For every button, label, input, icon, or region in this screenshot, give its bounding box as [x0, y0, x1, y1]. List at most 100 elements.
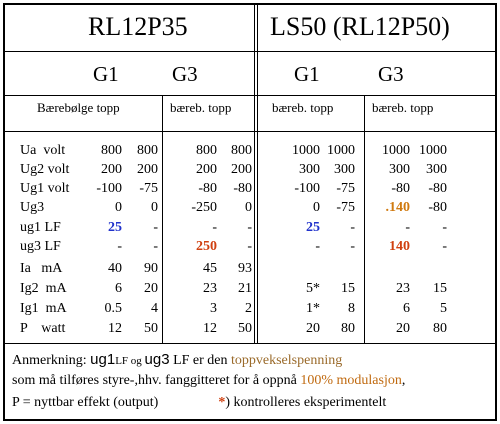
cell-ug2-col7: 300: [389, 162, 410, 177]
grid-label-left-g3: G3: [172, 62, 198, 86]
cell-ug1-lf-col3: -: [212, 220, 217, 235]
note-prefix: Anmerkning:: [12, 353, 91, 368]
note-line-2: som må tilføres styre-,hhv. fanggitteret…: [12, 374, 405, 388]
note-line-3: P = nyttbar effekt (output) *) kontroller…: [12, 396, 386, 410]
cell-ug1-col5: -100: [294, 181, 320, 196]
row-label-ig1: Ig1 mA: [20, 301, 67, 316]
cell-ug3-lf-col7: 140: [389, 239, 410, 254]
note-ug3: ug3: [144, 351, 170, 368]
cell-p-col8: 80: [433, 321, 447, 336]
cell-ig2-col7: 23: [396, 281, 410, 296]
note-line-1: Anmerkning: ug1LF og ug3 LF er den toppv…: [12, 352, 342, 368]
rule-under-subheaders: [3, 131, 497, 132]
cell-ua-col7: 1000: [382, 143, 410, 158]
cell-ug2-col2: 200: [137, 162, 158, 177]
note-asterisk: *: [218, 395, 226, 410]
cell-ug1-col7: -80: [391, 181, 410, 196]
cell-ua-col8: 1000: [419, 143, 447, 158]
cell-p-col5: 20: [306, 321, 320, 336]
row-label-ug3-lf: ug3 LF: [20, 239, 61, 254]
left-subdivider: [162, 95, 163, 343]
cell-ig2-col6: 15: [341, 281, 355, 296]
cell-ug3-col3: -250: [191, 200, 217, 215]
cell-ug3-lf-col1: -: [117, 239, 122, 254]
cell-ug2-col3: 200: [196, 162, 217, 177]
cell-ig1-col5: 1*: [306, 301, 320, 316]
note-modulation: 100% modulasjon: [300, 373, 402, 388]
cell-p-col6: 80: [341, 321, 355, 336]
cell-ug3-lf-col3: 250: [196, 239, 217, 254]
cell-ug1-lf-col4: -: [247, 220, 252, 235]
grid-label-right-g1: G1: [294, 62, 320, 86]
subheader-left-g3: bæreb. topp: [170, 100, 232, 115]
cell-ug3-lf-col6: -: [350, 239, 355, 254]
center-double-rule-a: [254, 3, 255, 343]
cell-ug1-col1: -100: [96, 181, 122, 196]
cell-ia-col4: 93: [238, 261, 252, 276]
cell-ug3-lf-col8: -: [442, 239, 447, 254]
cell-ug1-col6: -75: [336, 181, 355, 196]
grid-label-right-g3: G3: [378, 62, 404, 86]
cell-ig1-col3: 3: [210, 301, 217, 316]
subheader-left-g1: Bærebølge topp: [37, 100, 120, 115]
row-label-ug1-lf: ug1 LF: [20, 220, 61, 235]
cell-ua-col6: 1000: [327, 143, 355, 158]
subheader-right-g1: bæreb. topp: [272, 100, 334, 115]
cell-ig2-col5: 5*: [306, 281, 320, 296]
cell-ig2-col3: 23: [203, 281, 217, 296]
subheader-right-g3: bæreb. topp: [372, 100, 434, 115]
row-label-ia: Ia mA: [20, 261, 63, 276]
cell-ug2-col8: 300: [426, 162, 447, 177]
title-right: LS50 (RL12P50): [270, 12, 450, 41]
cell-ug3-col5: 0: [313, 200, 320, 215]
grid-label-left-g1: G1: [93, 62, 119, 86]
cell-ig1-col1: 0.5: [104, 301, 123, 316]
cell-ua-col2: 800: [137, 143, 158, 158]
cell-p-col4: 50: [238, 321, 252, 336]
note-power-def: P = nyttbar effekt (output): [12, 395, 159, 410]
cell-ug1-lf-col1: 25: [108, 220, 122, 235]
table-frame: [3, 3, 497, 421]
note-ug1: ug1: [90, 351, 116, 368]
cell-ug3-col4: 0: [245, 200, 252, 215]
cell-ia-col2: 90: [144, 261, 158, 276]
cell-ug1-col3: -80: [198, 181, 217, 196]
row-label-ug1: Ug1 volt: [20, 181, 70, 196]
cell-ug1-lf-col8: -: [442, 220, 447, 235]
cell-ug1-col8: -80: [428, 181, 447, 196]
cell-ug3-col2: 0: [151, 200, 158, 215]
cell-ug1-lf-col7: -: [405, 220, 410, 235]
cell-ug2-col1: 200: [101, 162, 122, 177]
cell-ug1-lf-col5: 25: [306, 220, 320, 235]
note-toppvekselspenning: toppvekselspenning: [231, 353, 343, 368]
cell-ua-col5: 1000: [292, 143, 320, 158]
note-lf-er-den: LF er den: [169, 353, 231, 368]
rule-under-grids: [3, 95, 497, 96]
cell-ig2-col8: 15: [433, 281, 447, 296]
cell-p-col1: 12: [108, 321, 122, 336]
row-label-ig2: Ig2 mA: [20, 281, 67, 296]
row-label-ug2: Ug2 volt: [20, 162, 70, 177]
cell-ug2-col6: 300: [334, 162, 355, 177]
cell-ug1-col4: -80: [233, 181, 252, 196]
cell-ig2-col2: 20: [144, 281, 158, 296]
cell-p-col3: 12: [203, 321, 217, 336]
cell-ug1-lf-col6: -: [350, 220, 355, 235]
cell-ug2-col5: 300: [299, 162, 320, 177]
cell-ug3-lf-col2: -: [153, 239, 158, 254]
cell-ua-col4: 800: [231, 143, 252, 158]
cell-ug3-col6: -75: [336, 200, 355, 215]
cell-ig1-col8: 5: [440, 301, 447, 316]
note-comma: ,: [401, 373, 406, 388]
cell-ua-col3: 800: [196, 143, 217, 158]
row-label-ua: Ua volt: [20, 143, 66, 158]
cell-ug3-lf-col5: -: [315, 239, 320, 254]
cell-ug3-lf-col4: -: [247, 239, 252, 254]
cell-ug1-col2: -75: [139, 181, 158, 196]
row-label-ug3: Ug3: [20, 200, 45, 215]
cell-ug1-lf-col2: -: [153, 220, 158, 235]
cell-ig2-col1: 6: [115, 281, 122, 296]
cell-ig1-col2: 4: [151, 301, 158, 316]
rule-above-note: [3, 343, 497, 344]
cell-ug3-col7: .140: [385, 200, 411, 215]
